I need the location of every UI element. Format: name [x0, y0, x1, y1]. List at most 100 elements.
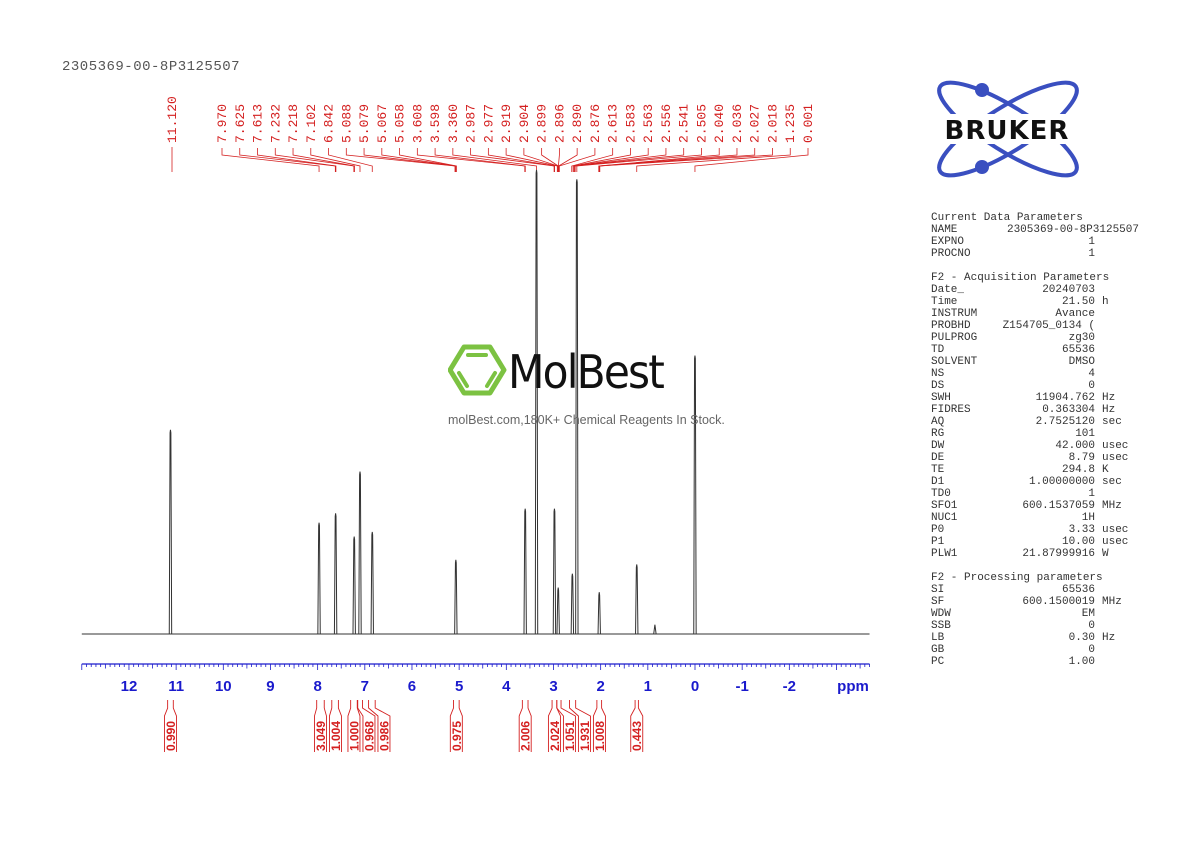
parameter-unit: sec: [1102, 416, 1122, 428]
integral-bracket: [449, 700, 454, 752]
parameter-label: TD: [931, 344, 945, 356]
parameter-unit: [1095, 356, 1102, 368]
svg-text:BRUKER: BRUKER: [945, 116, 1070, 146]
peak-label-leader: [239, 148, 336, 172]
axis-tick-label: 4: [502, 678, 511, 695]
parameter-row: PLW1 21.87999916 W: [931, 548, 1146, 560]
parameter-unit: [1095, 656, 1102, 668]
molbest-wordmark: MolBest: [508, 345, 665, 399]
spectrum-peak: [534, 169, 539, 635]
parameter-value: 1.00000000: [1028, 476, 1095, 488]
parameter-value: 0: [1088, 620, 1095, 632]
axis-tick-label: 2: [596, 678, 604, 695]
axis-tick-label: 6: [408, 678, 416, 695]
section-gap: [931, 260, 1146, 272]
parameter-value: 1: [1088, 248, 1095, 260]
integral-value: 2.024: [548, 721, 562, 751]
parameter-value: 600.1500019: [1022, 596, 1095, 608]
parameter-label: GB: [931, 644, 945, 656]
axis-tick-label: 9: [266, 678, 274, 695]
parameter-unit: [1095, 248, 1102, 260]
axis-tick-label: 11: [168, 678, 184, 695]
parameter-label: TE: [931, 464, 945, 476]
parameter-label: SF: [931, 596, 945, 608]
parameter-label: Time: [931, 296, 958, 308]
peak-label: 2.583: [623, 104, 638, 143]
parameter-value: 20240703: [1042, 284, 1095, 296]
parameter-value: 8.79: [1068, 452, 1095, 464]
axis-tick-label: 10: [215, 678, 232, 695]
spectrum-peak: [635, 564, 639, 635]
integral-bracket: [374, 700, 391, 752]
integral-bracket: [172, 700, 177, 752]
parameter-unit: [1095, 488, 1102, 500]
peak-label-leader: [470, 148, 555, 172]
benzene-icon: [447, 344, 507, 396]
section-gap: [931, 560, 1146, 572]
parameter-section-title: F2 - Acquisition Parameters: [931, 272, 1110, 284]
integral-value: 0.968: [362, 721, 376, 751]
peak-label: 3.598: [428, 104, 443, 143]
parameter-label: FIDRES: [931, 404, 971, 416]
axis-tick-label: 3: [549, 678, 557, 695]
parameter-label: DE: [931, 452, 945, 464]
parameter-value: 1: [1088, 488, 1095, 500]
parameter-value: 11904.762: [1035, 392, 1095, 404]
parameter-unit: MHz: [1102, 500, 1122, 512]
parameter-unit: K: [1102, 464, 1109, 476]
peak-label: 7.218: [286, 104, 301, 143]
parameter-value: 4: [1088, 368, 1095, 380]
axis-tick-label: 1: [644, 678, 652, 695]
parameter-row: TD0 1: [931, 488, 1146, 500]
parameter-value: 0: [1088, 644, 1095, 656]
peak-label-leader: [598, 148, 738, 172]
parameter-row: NUC1 1H: [931, 512, 1146, 524]
sample-name: 2305369-00-8P3125507: [62, 59, 241, 75]
parameter-row: EXPNO 1: [931, 236, 1146, 248]
integral-bracket: [164, 700, 169, 752]
integral-bracket: [357, 700, 364, 752]
parameter-row: TE 294.8 K: [931, 464, 1146, 476]
parameter-row: INSTRUM Avance: [931, 308, 1146, 320]
spectrum-peak: [352, 536, 356, 635]
parameter-row: GB 0: [931, 644, 1146, 656]
peak-label: 2.899: [535, 104, 550, 143]
parameter-unit: [1095, 236, 1102, 248]
peak-label-leader: [505, 148, 558, 172]
parameter-label: DS: [931, 380, 945, 392]
parameter-label: PLW1: [931, 548, 958, 560]
peak-label: 7.970: [215, 104, 230, 143]
integrals: 0.990 3.049 1.004 1.000 0.968 0.986 0.975 2.006…: [164, 700, 644, 752]
parameter-row: NS 4: [931, 368, 1146, 380]
peak-label-leader: [599, 148, 773, 172]
peak-label-leader: [558, 148, 578, 172]
parameter-row: SF 600.1500019 MHz: [931, 596, 1146, 608]
parameter-unit: Hz: [1102, 404, 1116, 416]
peak-label: 2.018: [765, 104, 780, 143]
peak-label-leader: [694, 148, 809, 172]
parameter-value: 101: [1075, 428, 1095, 440]
peak-label: 2.977: [481, 104, 496, 143]
peak-label: 2.904: [517, 104, 532, 143]
spectrum-trace: [81, 169, 870, 635]
parameter-label: SOLVENT: [931, 356, 978, 368]
parameter-unit: sec: [1102, 476, 1122, 488]
parameter-row: PULPROG zg30: [931, 332, 1146, 344]
parameter-row: NAME 2305369-00-8P3125507: [931, 224, 1146, 236]
parameter-label: SI: [931, 584, 945, 596]
parameter-row: D1 1.00000000 sec: [931, 476, 1146, 488]
integral-bracket: [314, 700, 318, 752]
parameter-unit: [1095, 368, 1102, 380]
integral-value: 0.443: [630, 721, 644, 751]
peak-label: 7.613: [251, 104, 266, 143]
parameter-row: P0 3.33 usec: [931, 524, 1146, 536]
axis-unit-label: ppm: [837, 678, 869, 695]
integral-bracket: [458, 700, 463, 752]
peak-label-leader: [363, 148, 456, 172]
parameter-unit: usec: [1102, 440, 1129, 452]
peak-label-leader: [574, 148, 685, 172]
parameter-label: INSTRUM: [931, 308, 978, 320]
parameter-row: DS 0: [931, 380, 1146, 392]
parameter-value: DMSO: [1068, 356, 1095, 368]
axis-tick-label: 8: [313, 678, 321, 695]
